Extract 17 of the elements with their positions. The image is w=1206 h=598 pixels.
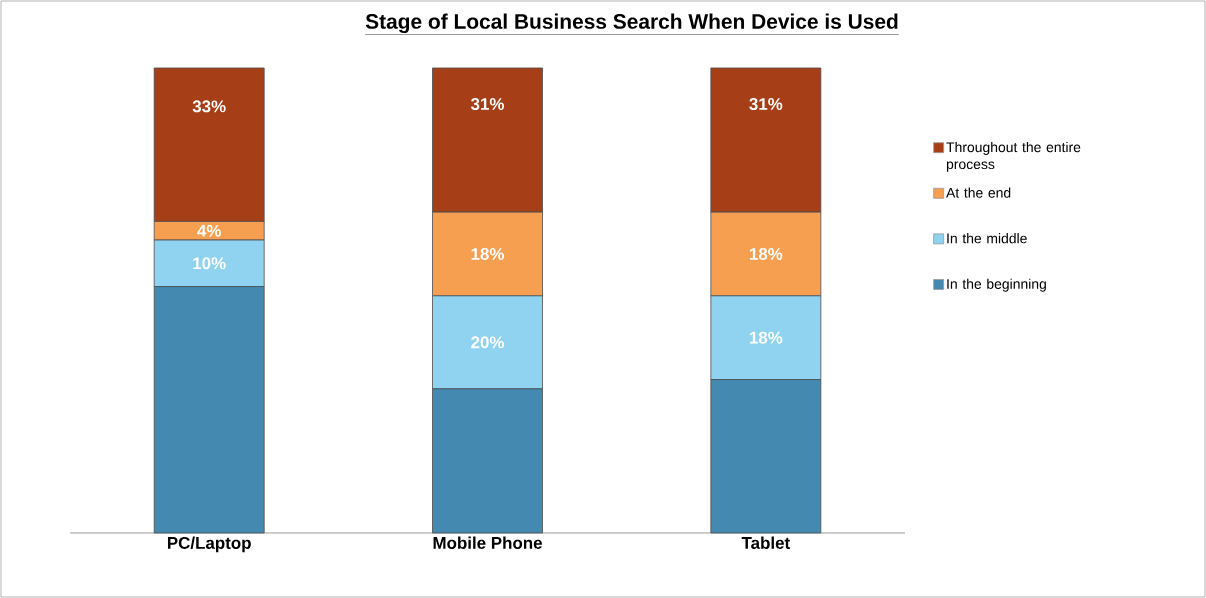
- x-tick-label: Mobile Phone: [433, 536, 542, 549]
- data-label: 18%: [749, 331, 783, 344]
- data-label: 31%: [470, 98, 504, 111]
- data-label: 10%: [193, 257, 226, 270]
- legend-label: In the middle: [947, 233, 1027, 244]
- chart-title: Stage of Local Business Search When Device is Used: [365, 13, 898, 34]
- data-label: 18%: [749, 247, 783, 260]
- legend-label: In the beginning: [947, 278, 1046, 292]
- data-label: 31%: [749, 98, 783, 111]
- data-label: 18%: [471, 247, 504, 260]
- data-label: 20%: [471, 336, 504, 349]
- data-label: 33%: [192, 100, 226, 113]
- legend-label: At the end: [946, 187, 1011, 198]
- legend-label: Throughout the entire process: [946, 141, 1081, 172]
- x-tick-label: PC/Laptop: [167, 536, 251, 553]
- data-label: 4%: [197, 224, 221, 237]
- x-tick-label: Tablet: [741, 536, 790, 549]
